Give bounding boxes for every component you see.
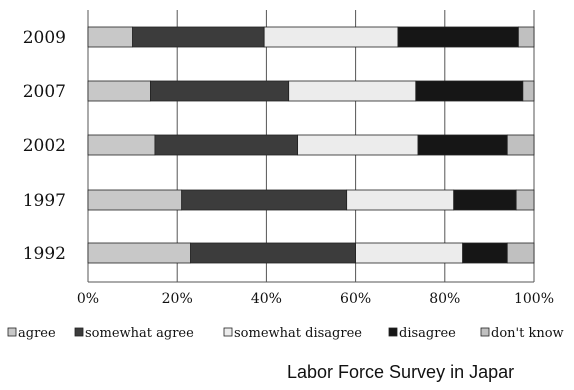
- source-caption: Labor Force Survey in Japar: [287, 362, 515, 382]
- bar-2002-agree: [87, 134, 156, 156]
- legend-swatch: [223, 327, 233, 337]
- bar-2009-somewhat-disagree: [263, 26, 399, 48]
- legend-label: somewhat agree: [85, 326, 194, 341]
- legend-label: don't know: [491, 326, 564, 341]
- bar-2009-somewhat-agree: [132, 26, 265, 48]
- x-tick-label: 60%: [340, 291, 371, 307]
- legend-swatch: [7, 327, 17, 337]
- bar-2007-somewhat-disagree: [288, 80, 417, 102]
- category-label-2002: 2002: [23, 136, 66, 156]
- bar-2007-don-t-know: [522, 80, 535, 102]
- bar-2002-somewhat-agree: [154, 134, 299, 156]
- bar-1992-don-t-know: [506, 242, 535, 264]
- bar-2007-agree: [87, 80, 151, 102]
- x-tick-label: 100%: [514, 291, 554, 307]
- x-tick-label: 20%: [162, 291, 193, 307]
- x-tick-label: 80%: [429, 291, 460, 307]
- bar-2002-somewhat-disagree: [297, 134, 419, 156]
- legend: agree somewhat agree somewhat disagree disa…: [7, 326, 564, 341]
- bar-1997-somewhat-disagree: [346, 189, 455, 211]
- bar-1992-somewhat-agree: [190, 242, 357, 264]
- legend-label: disagree: [399, 326, 456, 341]
- legend-swatch: [74, 327, 84, 337]
- bar-2009-disagree: [397, 26, 519, 48]
- x-tick-labels: 0% 20% 40% 60% 80% 100%: [77, 291, 554, 307]
- category-label-1992: 1992: [23, 244, 66, 264]
- legend-label: agree: [18, 326, 56, 341]
- legend-swatch: [388, 327, 398, 337]
- bar-1992-agree: [87, 242, 191, 264]
- bar-2002-don-t-know: [506, 134, 535, 156]
- category-label-1997: 1997: [23, 191, 66, 211]
- category-label-2007: 2007: [23, 82, 66, 102]
- bar-1997-disagree: [453, 189, 517, 211]
- bar-1992-somewhat-disagree: [355, 242, 464, 264]
- bar-2002-disagree: [417, 134, 508, 156]
- bars: [87, 26, 535, 264]
- bar-2009-don-t-know: [517, 26, 535, 48]
- bar-1997-agree: [87, 189, 183, 211]
- legend-label: somewhat disagree: [234, 326, 362, 341]
- bar-1992-disagree: [462, 242, 508, 264]
- category-labels: 2009 2007 2002 1997 1992: [23, 28, 66, 264]
- x-tick-label: 40%: [251, 291, 282, 307]
- bar-1997-somewhat-agree: [181, 189, 348, 211]
- legend-swatch: [480, 327, 490, 337]
- bar-2007-somewhat-agree: [150, 80, 290, 102]
- category-label-2009: 2009: [23, 28, 66, 48]
- bar-1997-don-t-know: [515, 189, 535, 211]
- bar-2007-disagree: [415, 80, 524, 102]
- bar-2009-agree: [87, 26, 133, 48]
- x-tick-label: 0%: [77, 291, 99, 307]
